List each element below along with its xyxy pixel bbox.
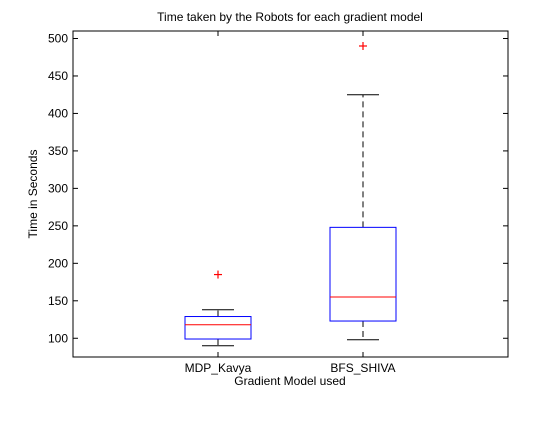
box-mdp-kavya bbox=[184, 270, 252, 347]
y-tick-label: 450 bbox=[48, 69, 68, 83]
y-tick-label: 150 bbox=[48, 294, 68, 308]
x-tick-label: BFS_SHIVA bbox=[330, 361, 395, 375]
y-tick-label: 400 bbox=[48, 106, 68, 120]
box-series bbox=[184, 41, 397, 347]
y-tick-label: 350 bbox=[48, 144, 68, 158]
y-tick-label: 200 bbox=[48, 256, 68, 270]
axes-frame bbox=[72, 30, 509, 358]
y-axis-ticks: 100 150 200 250 300 350 400 450 500 bbox=[48, 31, 508, 345]
interquartile-box bbox=[329, 226, 397, 322]
outlier-marker bbox=[359, 41, 367, 50]
y-tick-label: 300 bbox=[48, 181, 68, 195]
chart-title: Time taken by the Robots for each gradie… bbox=[157, 10, 423, 24]
box-bfs-shiva bbox=[329, 41, 397, 341]
outlier-marker bbox=[214, 270, 222, 279]
y-axis-label: Time in Seconds bbox=[26, 150, 40, 239]
y-tick-label: 500 bbox=[48, 31, 68, 45]
y-tick-label: 100 bbox=[48, 331, 68, 345]
interquartile-box bbox=[184, 316, 252, 340]
y-tick-label: 250 bbox=[48, 219, 68, 233]
x-axis-label: Gradient Model used bbox=[234, 374, 345, 388]
x-tick-label: MDP_Kavya bbox=[185, 361, 252, 375]
x-axis-ticks: MDP_Kavya BFS_SHIVA bbox=[185, 31, 396, 375]
